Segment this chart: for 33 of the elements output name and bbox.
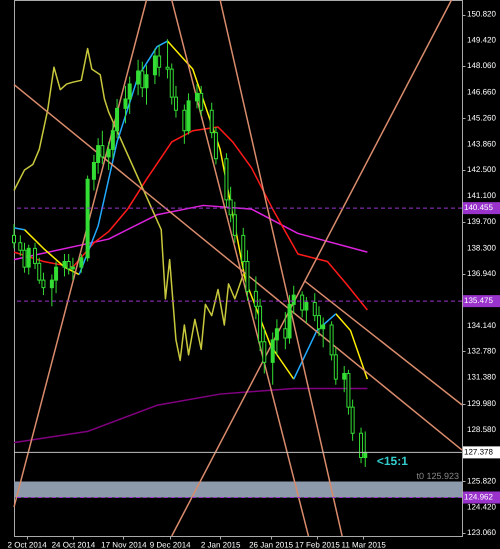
y-tick-label: 131.380 xyxy=(467,372,496,382)
y-tick-label: 143.860 xyxy=(467,140,496,149)
y-tick-label: 132.780 xyxy=(467,346,496,356)
x-tick-label: 17 Feb 2015 xyxy=(294,540,340,549)
ref-line-label: 135.475 xyxy=(464,296,494,306)
x-tick-label: 2 Oct 2014 xyxy=(8,540,48,549)
y-tick-label: 146.660 xyxy=(467,87,496,96)
x-tick-label: 24 Oct 2014 xyxy=(52,540,96,549)
x-tick-label: 9 Dec 2014 xyxy=(150,540,192,549)
y-tick-label: 134.140 xyxy=(467,321,496,330)
y-tick-label: 142.500 xyxy=(467,164,496,174)
ref-line-label: 140.455 xyxy=(464,203,494,212)
y-tick-label: 123.060 xyxy=(467,528,496,538)
ref-line-label: 124.962 xyxy=(464,492,494,502)
annotation: <15:1 xyxy=(376,454,408,468)
y-tick-label: 150.820 xyxy=(467,10,496,19)
y-tick-label: 141.100 xyxy=(467,191,496,200)
y-tick-label: 139.700 xyxy=(467,217,496,226)
y-tick-label: 145.260 xyxy=(467,113,496,122)
x-tick-label: 17 Nov 2014 xyxy=(101,540,148,549)
y-tick-label: 148.060 xyxy=(467,61,496,70)
ref-line-label: 127.378 xyxy=(464,447,494,456)
y-tick-label: 128.580 xyxy=(467,424,496,434)
y-tick-label: 124.420 xyxy=(467,502,496,512)
y-tick-label: 138.300 xyxy=(467,243,496,252)
x-tick-label: 2 Jan 2015 xyxy=(200,540,241,549)
x-tick-label: 11 Mar 2015 xyxy=(341,540,386,549)
y-tick-label: 149.420 xyxy=(467,36,496,45)
x-tick-label: 26 Jan 2015 xyxy=(249,540,294,549)
y-tick-label: 136.940 xyxy=(467,268,496,278)
annotation: t0 125.923 xyxy=(416,471,459,481)
y-tick-label: 129.980 xyxy=(467,398,496,408)
y-tick-label: 125.820 xyxy=(467,476,496,486)
